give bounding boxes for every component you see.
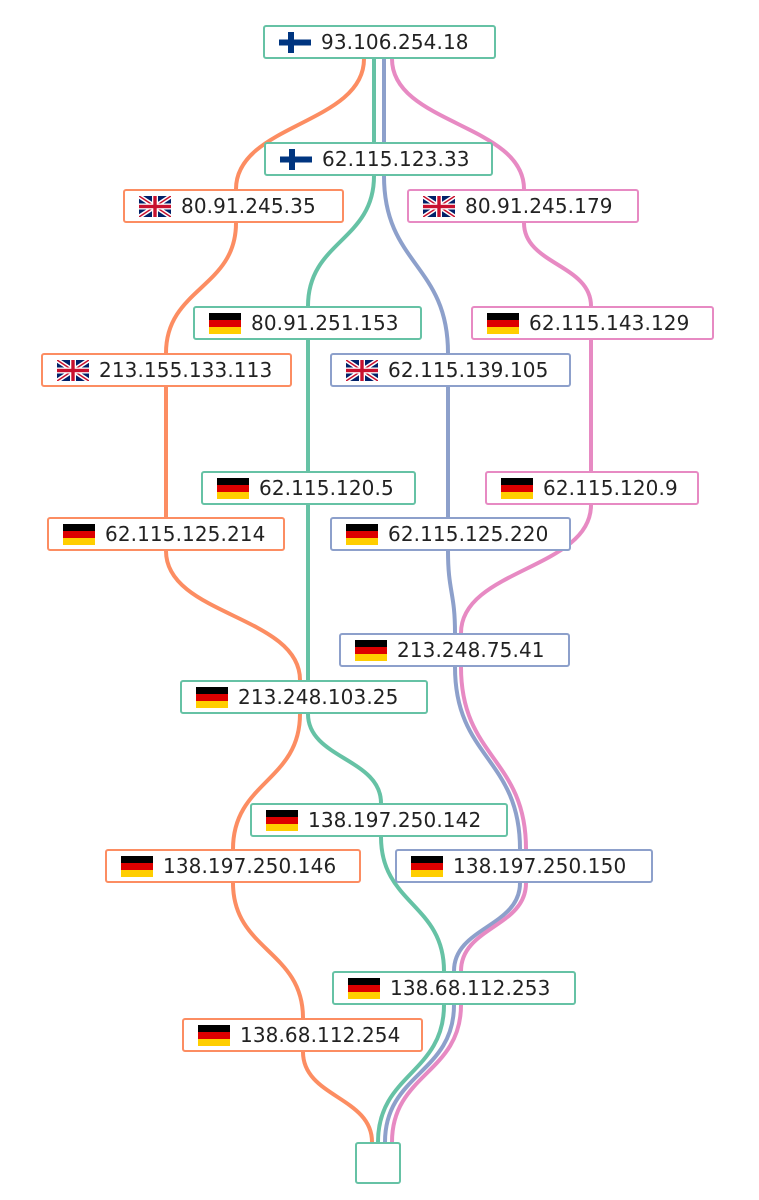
route-link-orange — [163, 57, 374, 1144]
hop-node[interactable]: 62.115.123.33 — [264, 142, 493, 176]
germany-flag-icon — [196, 686, 228, 708]
hop-node[interactable]: 138.68.112.254 — [182, 1018, 423, 1052]
hop-ip-label: 62.115.125.220 — [388, 522, 549, 546]
germany-flag-icon — [63, 523, 95, 545]
destination-node[interactable] — [355, 1142, 401, 1184]
germany-flag-icon — [355, 639, 387, 661]
germany-flag-icon — [266, 809, 298, 831]
hop-ip-label: 93.106.254.18 — [321, 30, 469, 54]
hop-node[interactable]: 138.197.250.142 — [250, 803, 508, 837]
hop-node[interactable]: 80.91.245.35 — [123, 189, 344, 223]
hop-ip-label: 138.68.112.253 — [390, 976, 551, 1000]
hop-ip-label: 138.68.112.254 — [240, 1023, 401, 1047]
hop-ip-label: 62.115.143.129 — [529, 311, 690, 335]
germany-flag-icon — [198, 1024, 230, 1046]
uk-flag-icon — [344, 357, 380, 383]
route-link-pink — [390, 57, 593, 1144]
finland-flag-icon — [280, 148, 312, 170]
hop-ip-label: 80.91.245.179 — [465, 194, 613, 218]
germany-flag-icon — [217, 477, 249, 499]
hop-node[interactable]: 138.197.250.146 — [105, 849, 361, 883]
hop-ip-label: 138.197.250.146 — [163, 854, 337, 878]
germany-flag-icon — [121, 855, 153, 877]
hop-ip-label: 62.115.120.5 — [259, 476, 394, 500]
germany-flag-icon — [209, 312, 241, 334]
hop-node[interactable]: 138.197.250.150 — [395, 849, 653, 883]
finland-flag-icon — [279, 31, 311, 53]
hop-ip-label: 62.115.125.214 — [105, 522, 266, 546]
hop-ip-label: 213.248.103.25 — [238, 685, 399, 709]
hop-node[interactable]: 62.115.125.220 — [330, 517, 571, 551]
hop-ip-label: 62.115.139.105 — [388, 358, 549, 382]
hop-node[interactable]: 213.155.133.113 — [41, 353, 292, 387]
hop-node[interactable]: 93.106.254.18 — [263, 25, 496, 59]
hop-node[interactable]: 62.115.139.105 — [330, 353, 571, 387]
hop-ip-label: 80.91.251.153 — [251, 311, 399, 335]
hop-node[interactable]: 80.91.245.179 — [407, 189, 639, 223]
hop-node[interactable]: 62.115.120.5 — [201, 471, 416, 505]
hop-ip-label: 213.155.133.113 — [99, 358, 273, 382]
route-link-blue — [381, 57, 522, 1144]
germany-flag-icon — [348, 977, 380, 999]
route-link-green — [305, 57, 446, 1144]
hop-ip-label: 138.197.250.150 — [453, 854, 627, 878]
germany-flag-icon — [501, 477, 533, 499]
germany-flag-icon — [411, 855, 443, 877]
hop-ip-label: 62.115.123.33 — [322, 147, 470, 171]
germany-flag-icon — [346, 523, 378, 545]
uk-flag-icon — [137, 193, 173, 219]
hop-ip-label: 138.197.250.142 — [308, 808, 482, 832]
germany-flag-icon — [487, 312, 519, 334]
hop-node[interactable]: 62.115.120.9 — [485, 471, 699, 505]
hop-node[interactable]: 213.248.75.41 — [339, 633, 570, 667]
hop-ip-label: 80.91.245.35 — [181, 194, 316, 218]
hop-ip-label: 213.248.75.41 — [397, 638, 545, 662]
hop-ip-label: 62.115.120.9 — [543, 476, 678, 500]
hop-node[interactable]: 62.115.125.214 — [47, 517, 285, 551]
hop-node[interactable]: 213.248.103.25 — [180, 680, 428, 714]
uk-flag-icon — [55, 357, 91, 383]
hop-node[interactable]: 62.115.143.129 — [471, 306, 714, 340]
uk-flag-icon — [421, 193, 457, 219]
hop-node[interactable]: 138.68.112.253 — [332, 971, 576, 1005]
hop-node[interactable]: 80.91.251.153 — [193, 306, 422, 340]
